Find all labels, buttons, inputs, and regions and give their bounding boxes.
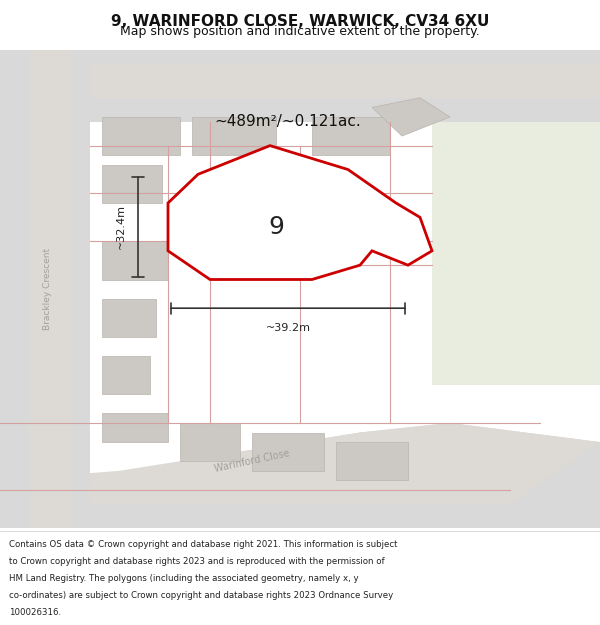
Polygon shape (102, 117, 180, 155)
Text: 100026316.: 100026316. (9, 608, 61, 616)
Text: Brackley Crescent: Brackley Crescent (44, 248, 53, 330)
Polygon shape (102, 165, 162, 203)
Text: 9: 9 (268, 215, 284, 239)
Text: ~32.4m: ~32.4m (116, 204, 126, 249)
Polygon shape (102, 356, 150, 394)
Polygon shape (336, 442, 408, 480)
Polygon shape (168, 146, 432, 279)
Text: Map shows position and indicative extent of the property.: Map shows position and indicative extent… (120, 24, 480, 38)
Text: co-ordinates) are subject to Crown copyright and database rights 2023 Ordnance S: co-ordinates) are subject to Crown copyr… (9, 591, 393, 599)
Polygon shape (102, 299, 156, 337)
Text: 9, WARINFORD CLOSE, WARWICK, CV34 6XU: 9, WARINFORD CLOSE, WARWICK, CV34 6XU (111, 14, 489, 29)
Text: Contains OS data © Crown copyright and database right 2021. This information is : Contains OS data © Crown copyright and d… (9, 540, 398, 549)
Polygon shape (0, 50, 90, 528)
Text: ~39.2m: ~39.2m (265, 322, 311, 332)
Polygon shape (192, 117, 276, 155)
Text: to Crown copyright and database rights 2023 and is reproduced with the permissio: to Crown copyright and database rights 2… (9, 557, 385, 566)
Polygon shape (312, 117, 390, 155)
Polygon shape (102, 413, 168, 442)
Polygon shape (372, 98, 450, 136)
Text: Warinford Close: Warinford Close (214, 448, 290, 474)
Polygon shape (90, 50, 600, 122)
Polygon shape (210, 194, 312, 232)
Polygon shape (252, 432, 324, 471)
Polygon shape (432, 50, 600, 384)
Polygon shape (102, 241, 168, 279)
Polygon shape (90, 64, 600, 98)
Polygon shape (324, 203, 390, 251)
Polygon shape (0, 423, 600, 528)
Text: HM Land Registry. The polygons (including the associated geometry, namely x, y: HM Land Registry. The polygons (includin… (9, 574, 359, 582)
Text: ~489m²/~0.121ac.: ~489m²/~0.121ac. (215, 114, 361, 129)
Polygon shape (30, 50, 72, 528)
Polygon shape (0, 423, 600, 504)
Polygon shape (180, 423, 240, 461)
